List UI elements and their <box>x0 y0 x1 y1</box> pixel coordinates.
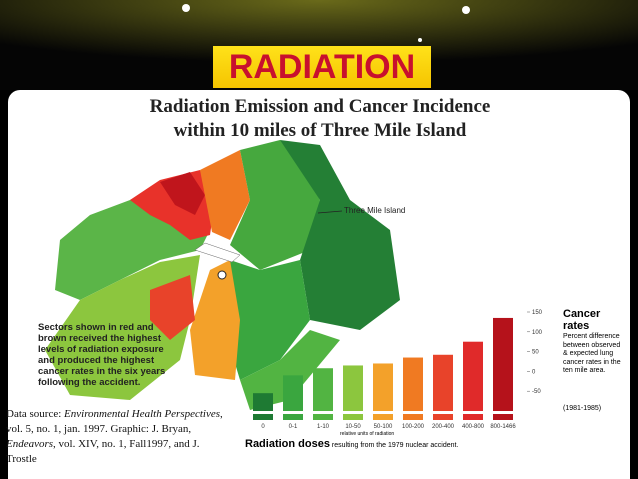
bar <box>283 375 303 411</box>
slide-title: RADIATION <box>213 46 431 88</box>
x-tick-label: 0-1 <box>289 424 298 430</box>
x-tick-label: 0 <box>261 424 265 430</box>
source-text: , vol. 5, no. 1, jan. 1997. <box>6 408 223 435</box>
x-tick-label: 100-200 <box>402 424 425 430</box>
color-key <box>463 414 483 420</box>
y-tick-label: 100 <box>532 330 543 336</box>
x-tick-label: 10-50 <box>345 424 361 430</box>
x-axis-label: Radiation doses resulting from the 1979 … <box>245 438 458 450</box>
source-text: Environmental Health Perspectives <box>64 408 221 420</box>
x-axis-title: Radiation doses <box>245 438 330 450</box>
x-tick-label: 200-400 <box>432 424 455 430</box>
color-key <box>403 414 423 420</box>
y-tick-label: 150 <box>532 310 543 316</box>
bar <box>373 363 393 411</box>
bar <box>433 354 453 411</box>
bar <box>493 317 513 411</box>
bar <box>403 357 423 411</box>
bar <box>253 393 273 411</box>
source-text: Endeavors <box>6 438 54 450</box>
y-tick-label: 50 <box>532 350 539 356</box>
source-text: Data source: <box>6 408 65 420</box>
color-key <box>253 414 273 420</box>
x-axis-note: resulting from the 1979 nuclear accident… <box>331 442 459 449</box>
color-key <box>433 414 453 420</box>
map-label: Three Mile Island <box>344 206 406 215</box>
x-tick-label: 50-100 <box>374 424 393 430</box>
x-tick-label: 800-1466 <box>490 424 516 430</box>
x-units: relative units of radiation <box>340 431 395 437</box>
x-tick-label: 1-10 <box>317 424 330 430</box>
color-key <box>493 414 513 420</box>
chart-period: (1981-1985) <box>563 405 602 412</box>
caption: Sectors shown in red and brown received … <box>38 322 166 388</box>
source-text: Graphic: J. Bryan, <box>110 423 192 435</box>
y-tick-label: -50 <box>532 389 541 395</box>
y-tick-label: 0 <box>532 369 536 375</box>
source-note: Data source: Environmental Health Perspe… <box>6 407 231 467</box>
figure-title: Radiation Emission and Cancer Incidence <box>149 96 491 117</box>
source-text: , vol. XIV, no. 1, Fall1997, and J. Tros… <box>6 438 200 465</box>
color-key <box>343 414 363 420</box>
bar <box>463 341 483 411</box>
chart-subtitle: Percent difference between observed & ex… <box>563 333 621 374</box>
x-tick-label: 400-800 <box>462 424 485 430</box>
bar <box>313 368 333 411</box>
color-key <box>283 414 303 420</box>
chart-title: Cancer rates <box>563 308 601 332</box>
color-key <box>313 414 333 420</box>
color-key <box>373 414 393 420</box>
figure-title: within 10 miles of Three Mile Island <box>173 120 467 141</box>
bar <box>343 365 363 411</box>
